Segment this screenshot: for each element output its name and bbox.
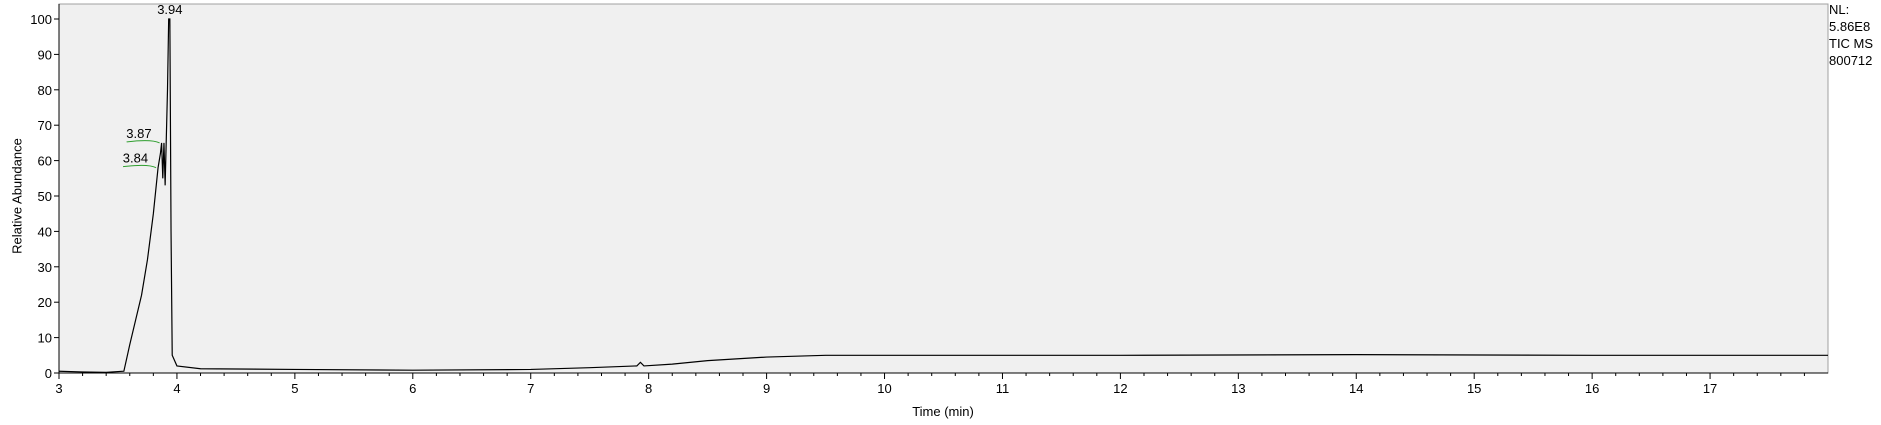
y-tick-label: 10 (38, 331, 52, 346)
x-tick-label: 4 (173, 381, 180, 396)
peak-label: 3.94 (157, 2, 182, 17)
x-tick-label: 17 (1703, 381, 1717, 396)
x-tick-label: 8 (645, 381, 652, 396)
y-tick-label: 0 (45, 366, 52, 381)
y-tick-label: 90 (38, 47, 52, 62)
y-tick-label: 20 (38, 295, 52, 310)
x-tick-label: 12 (1113, 381, 1127, 396)
plot-area (58, 3, 1829, 374)
trace (58, 18, 1828, 373)
x-tick-label: 16 (1585, 381, 1599, 396)
x-tick-label: 10 (877, 381, 891, 396)
y-tick-label: 30 (38, 260, 52, 275)
x-tick-label: 6 (409, 381, 416, 396)
x-tick-label: 11 (996, 381, 1010, 396)
x-tick-label: 3 (55, 381, 62, 396)
x-tick-label: 7 (527, 381, 534, 396)
info-label: 800712 (1829, 53, 1872, 68)
x-tick-label: 15 (1467, 381, 1481, 396)
y-tick-label: 50 (38, 189, 52, 204)
peak-label: 3.84 (123, 151, 148, 166)
y-tick-label: 80 (38, 83, 52, 98)
peak-bracket (123, 164, 157, 169)
peak-label: 3.87 (126, 126, 151, 141)
x-tick-label: 14 (1349, 381, 1363, 396)
info-label: NL: (1829, 2, 1849, 17)
y-tick-label: 60 (38, 154, 52, 169)
info-label: 5.86E8 (1829, 19, 1870, 34)
y-tick-label: 100 (30, 12, 52, 27)
info-label: TIC MS (1829, 36, 1873, 51)
y-axis-label: Relative Abundance (9, 138, 24, 254)
x-tick-label: 13 (1231, 381, 1245, 396)
y-tick-label: 40 (38, 224, 52, 239)
y-tick-label: 70 (38, 118, 52, 133)
x-axis-label: Time (min) (912, 404, 974, 419)
x-tick-label: 5 (291, 381, 298, 396)
peak-bracket (126, 140, 160, 144)
x-tick-label: 9 (763, 381, 770, 396)
